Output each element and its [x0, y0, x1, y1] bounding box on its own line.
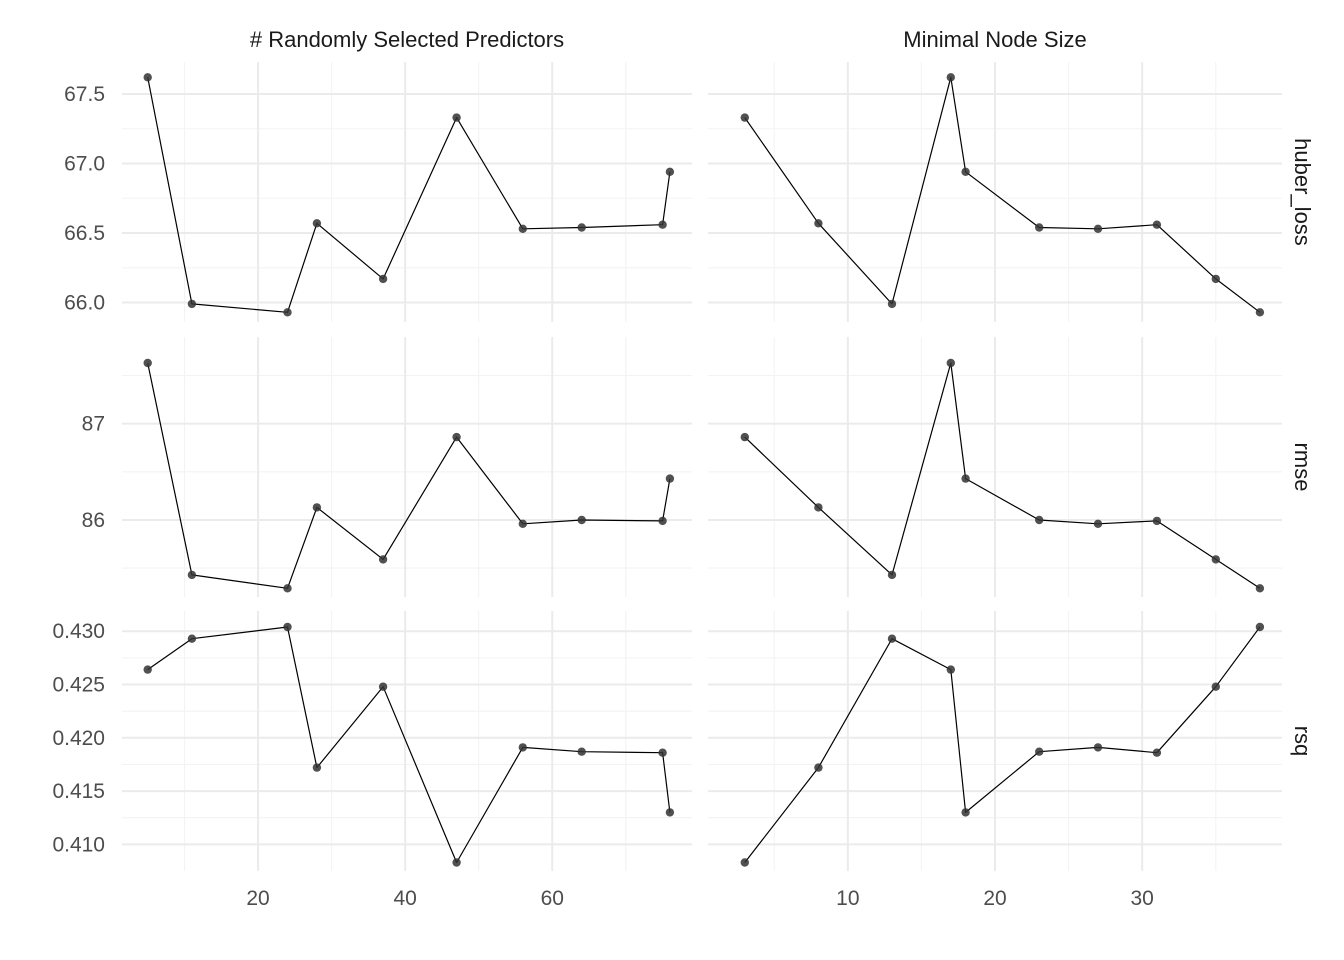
data-point-rsq-1	[312, 763, 322, 772]
data-point-rmse-2	[887, 570, 897, 580]
y-tick-label-rmse: 87	[82, 413, 105, 436]
data-point-rsq-2	[961, 808, 970, 817]
data-point-huber-loss-2	[740, 113, 749, 122]
data-point-rsq-2	[1255, 622, 1265, 632]
data-point-huber-loss-2	[1093, 224, 1103, 233]
data-point-rsq-1	[378, 682, 388, 691]
data-point-rmse-1	[658, 516, 667, 526]
data-point-rmse-2	[1255, 584, 1265, 593]
x-tick-label-minimal-node-size: 30	[1130, 887, 1153, 910]
y-tick-label-rsq: 0.415	[52, 780, 105, 803]
data-point-huber-loss-1	[518, 224, 527, 233]
facet-strip-huber-loss: huber_loss	[1290, 138, 1315, 246]
data-point-huber-loss-1	[665, 167, 675, 176]
data-point-huber-loss-2	[814, 219, 823, 228]
data-point-rmse-2	[946, 358, 955, 368]
data-point-huber-loss-2	[1211, 274, 1221, 284]
data-point-huber-loss-2	[961, 167, 970, 176]
data-point-rmse-1	[452, 432, 461, 442]
y-tick-label-huber-loss: 66.5	[64, 222, 105, 245]
data-point-rsq-2	[1093, 743, 1103, 752]
data-point-rsq-2	[1152, 748, 1162, 757]
data-point-huber-loss-1	[187, 299, 197, 309]
y-tick-label-rsq: 0.420	[52, 727, 105, 750]
y-tick-label-huber-loss: 67.0	[64, 152, 105, 175]
data-point-rmse-2	[961, 474, 970, 483]
data-point-rsq-1	[658, 748, 667, 757]
data-point-huber-loss-2	[887, 299, 897, 309]
data-point-rmse-2	[1211, 555, 1221, 564]
series-line-rmse-2	[744, 362, 1261, 589]
x-tick-label-randomly-selected-predictors: 20	[246, 887, 269, 910]
data-point-rsq-1	[187, 634, 197, 643]
series-line-huber-loss-1	[147, 77, 671, 313]
data-point-huber-loss-2	[1152, 220, 1162, 229]
series-line-rsq-2	[744, 626, 1261, 863]
facet-strip-rsq: rsq	[1290, 726, 1315, 757]
y-tick-label-rsq: 0.430	[52, 620, 105, 643]
y-tick-label-rsq: 0.410	[52, 833, 105, 856]
data-point-rmse-1	[312, 503, 322, 512]
data-point-huber-loss-1	[378, 274, 388, 284]
series-line-rsq-1	[147, 626, 671, 864]
data-point-huber-loss-2	[946, 73, 955, 82]
data-point-rmse-2	[740, 432, 749, 442]
facet-strip-rmse: rmse	[1290, 443, 1315, 492]
y-tick-label-huber-loss: 67.5	[64, 83, 105, 106]
x-tick-label-minimal-node-size: 20	[983, 887, 1006, 910]
x-tick-label-minimal-node-size: 10	[836, 887, 859, 910]
data-point-rsq-2	[887, 634, 897, 643]
data-point-rsq-2	[814, 763, 823, 772]
y-tick-label-huber-loss: 66.0	[64, 292, 105, 315]
data-point-rsq-2	[1211, 682, 1221, 691]
data-point-huber-loss-2	[1255, 308, 1265, 317]
data-point-huber-loss-1	[283, 308, 292, 317]
data-point-rmse-1	[187, 570, 197, 580]
data-point-rsq-1	[518, 743, 527, 752]
data-point-huber-loss-1	[658, 220, 667, 229]
data-point-rmse-2	[1035, 515, 1044, 525]
data-point-huber-loss-1	[452, 113, 461, 122]
data-point-rmse-1	[665, 474, 675, 483]
data-point-rmse-2	[814, 503, 823, 512]
data-point-rmse-2	[1093, 519, 1103, 528]
facet-strip-randomly-selected-predictors: # Randomly Selected Predictors	[250, 27, 564, 52]
x-tick-label-randomly-selected-predictors: 40	[393, 887, 416, 910]
data-point-rmse-1	[143, 358, 152, 368]
data-point-rmse-2	[1152, 516, 1162, 526]
data-point-rsq-1	[143, 665, 152, 674]
data-point-rmse-1	[283, 584, 292, 593]
y-tick-label-rsq: 0.425	[52, 674, 105, 697]
data-point-huber-loss-2	[1035, 223, 1044, 232]
data-point-rsq-1	[665, 808, 675, 817]
data-point-rsq-2	[946, 665, 955, 674]
data-point-huber-loss-1	[143, 73, 152, 82]
data-point-rsq-1	[577, 747, 586, 756]
facet-strip-minimal-node-size: Minimal Node Size	[903, 27, 1086, 52]
data-point-rmse-1	[518, 519, 527, 528]
data-point-rsq-2	[1035, 747, 1044, 756]
data-point-huber-loss-1	[577, 223, 586, 232]
series-line-huber-loss-2	[744, 76, 1261, 313]
x-tick-label-randomly-selected-predictors: 60	[541, 887, 564, 910]
data-point-rsq-1	[283, 622, 292, 632]
data-point-rsq-2	[740, 858, 749, 867]
data-point-rsq-1	[452, 858, 461, 867]
data-point-huber-loss-1	[312, 219, 322, 228]
data-point-rmse-1	[378, 555, 388, 564]
data-point-rmse-1	[577, 515, 586, 525]
series-line-rmse-1	[147, 362, 671, 589]
y-tick-label-rmse: 86	[82, 509, 105, 532]
